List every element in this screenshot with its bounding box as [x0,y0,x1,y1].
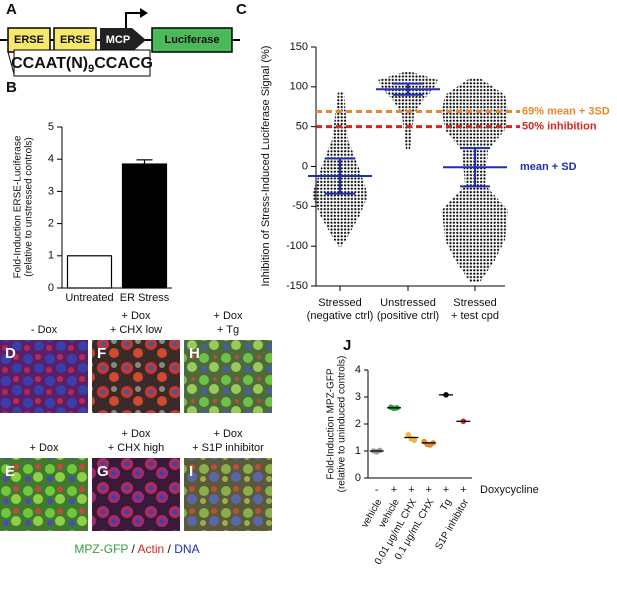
image-caption: + Tg [217,324,239,336]
micrograph [92,340,180,413]
image-caption: + CHX high [108,442,165,454]
panel-label: A [6,1,17,18]
y-tick-label: 4 [48,153,54,165]
micrograph [92,458,180,531]
data-point [411,437,418,444]
y-tick-label: 5 [48,121,54,133]
panel-label: G [97,463,109,480]
sequence: CCAAT(N)9CCACG [11,55,153,75]
element-label: MCP [106,34,130,46]
y-tick-label: 150 [290,41,308,53]
x-tick-label: Stressed [318,297,361,309]
x-tick-label: Tg [439,497,454,513]
y-tick-label: 1 [355,445,361,457]
micrograph [184,340,272,413]
connector [7,51,15,75]
x-tick-label: (negative ctrl) [307,310,374,322]
panel-a: A ERSE ERSE MCP Luciferase CCAAT(N)9CCAC… [0,1,240,77]
y-axis-label: (relative to unstressed controls) [24,137,35,277]
y-tick-label: -100 [286,240,308,252]
element-label: ERSE [14,34,44,46]
y-axis-label: Inhibition of Stress-Induced Luciferase … [260,46,272,287]
sequence-box [13,49,151,77]
sequence-part: CCAAT(N) [11,55,88,72]
image-caption: + Dox [121,310,151,322]
y-tick-label: 50 [296,121,308,133]
image-caption: + Dox [29,442,59,454]
y-tick-label: 0 [48,282,54,294]
stain-gfp: MPZ-GFP [74,542,128,556]
element-label: Luciferase [164,34,219,46]
y-tick-label: 0 [355,472,361,484]
x-tick-label: Unstressed [380,297,436,309]
y-tick-label: 3 [48,185,54,197]
image-caption: + CHX low [110,324,162,336]
y-axis-label: Fold-Induction ERSE-Luciferase [13,135,24,278]
y-tick-label: 0 [302,160,308,172]
y-tick-label: 100 [290,81,308,93]
micrograph [0,340,88,413]
dox-label: + [460,484,466,496]
sequence-subscript: 9 [88,63,94,75]
dox-label: + [443,484,449,496]
dox-axis-label: Doxycycline [480,484,539,496]
erse-box [53,27,97,53]
x-tick-label: (positive ctrl) [377,310,439,322]
tss-arrow-head [140,8,148,18]
panel-label: F [97,345,106,362]
tss-arrow [125,12,140,28]
panel-label: E [5,463,15,480]
reference-label: 69% mean + 3SD [522,105,610,117]
stain-sep: / [164,542,174,556]
stain-dna: DNA [174,542,199,556]
micrograph [0,458,88,531]
image-caption: + S1P inhibitor [192,442,264,454]
reference-label: 50% inhibition [522,121,597,133]
data-point [405,432,412,438]
sequence-part: CCACG [94,55,153,72]
image-caption: + Dox [213,310,243,322]
y-tick-label: 2 [48,218,54,230]
y-tick-label: 4 [355,364,361,376]
stain-actin: Actin [138,542,165,556]
panel-label: H [189,345,200,362]
micrograph [184,458,272,531]
y-tick-label: -150 [286,280,308,292]
bar [121,163,168,289]
y-tick-label: -50 [292,200,308,212]
x-tick-label: ER Stress [120,292,170,304]
dox-label: - [375,484,379,496]
y-tick-label: 1 [48,250,54,262]
panel-label: B [6,79,17,96]
image-caption: - Dox [31,324,58,336]
panel-label: J [343,337,351,354]
stain-legend: MPZ-GFP / Actin / DNA [74,542,199,556]
dox-label: + [408,484,414,496]
luciferase-box [151,27,233,53]
y-axis-label: Fold-Induction MPZ-GFP [326,368,337,479]
y-tick-label: 2 [355,418,361,430]
panel-label: C [236,1,247,18]
dox-label: + [391,484,397,496]
x-tick-label: Untreated [65,292,113,304]
bar [66,255,113,289]
element-label: ERSE [60,34,90,46]
dox-label: + [425,484,431,496]
image-caption: + Dox [121,428,151,440]
y-axis-label: (relative to uninduced controls) [337,356,348,493]
panel-label: I [189,463,193,480]
x-tick-label: + test cpd [451,310,499,322]
y-tick-label: 3 [355,391,361,403]
panel-label: D [5,345,16,362]
x-tick-label: Stressed [453,297,496,309]
mean-label: mean + SD [520,161,577,173]
stain-sep: / [128,542,137,556]
mcp-arrow [100,28,146,52]
image-caption: + Dox [213,428,243,440]
